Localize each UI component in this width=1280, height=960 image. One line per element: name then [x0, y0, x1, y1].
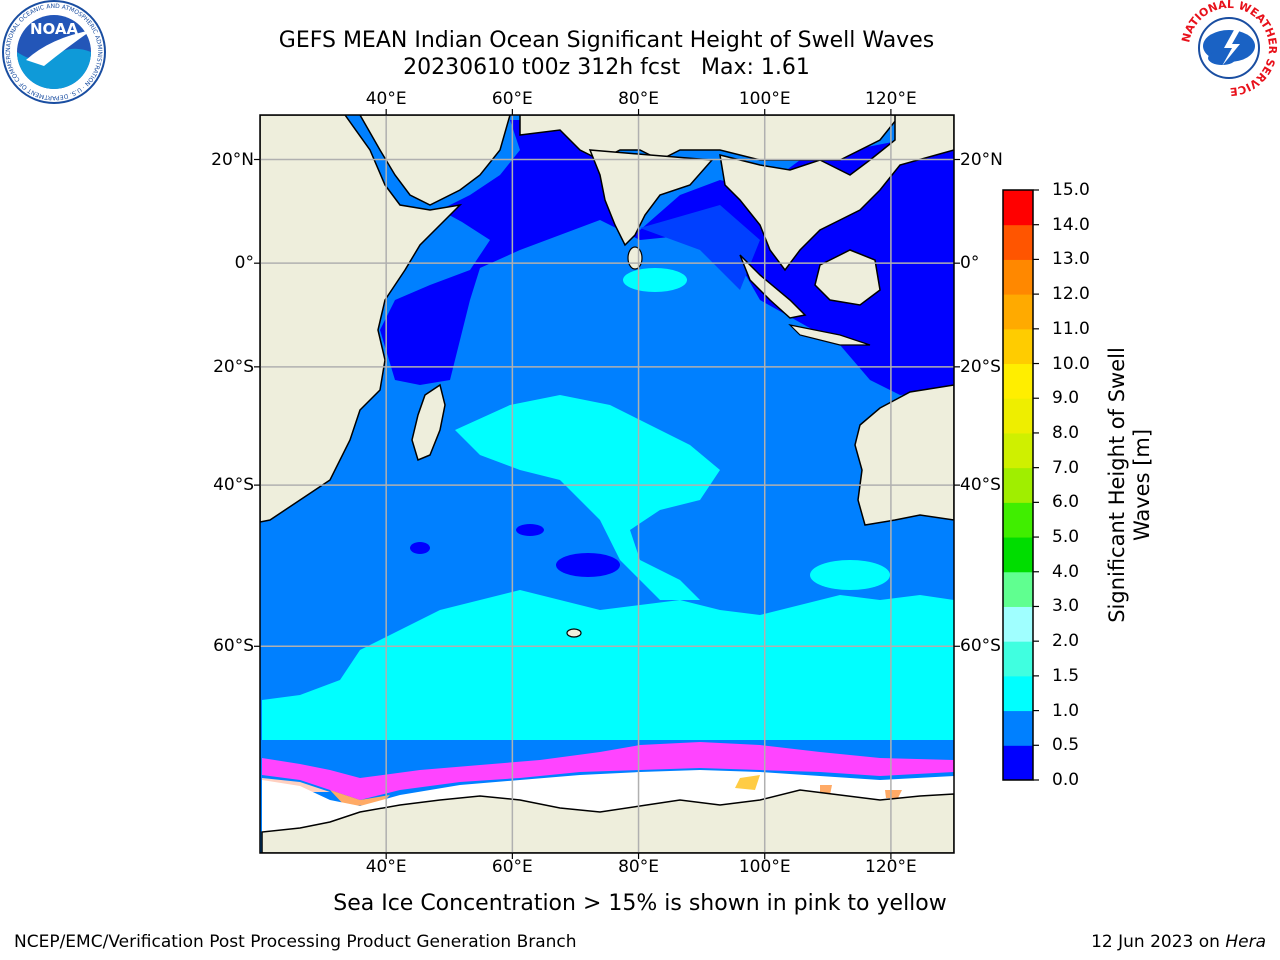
australia-land — [854, 384, 954, 526]
sea-ice-edge — [262, 742, 954, 800]
footer-machine: Hera — [1225, 932, 1266, 952]
colorbar-segment — [1003, 398, 1033, 434]
colorbar-tick-label: 0.0 — [1052, 770, 1080, 790]
colorbar-label-line1: Significant Height of Swell — [1105, 347, 1129, 623]
colorbar-tick-label: 9.0 — [1052, 388, 1080, 409]
footer-date-text: 12 Jun 2023 on — [1091, 932, 1226, 952]
colorbar-segment — [1003, 710, 1033, 746]
lon-label-bottom: 40°E — [365, 857, 407, 877]
graticule — [260, 115, 954, 853]
colorbar-label-line2: Waves [m] — [1130, 428, 1154, 542]
map-title-line1: GEFS MEAN Indian Ocean Significant Heigh… — [278, 28, 935, 53]
colorbar-segment — [1003, 363, 1033, 399]
colorbar-frame — [1002, 189, 1034, 781]
lon-label-bottom: 60°E — [491, 857, 533, 877]
colorbar-segment — [1003, 224, 1033, 260]
colorbar-tick-label: 3.0 — [1052, 596, 1080, 617]
antarctica-land — [261, 789, 954, 853]
colorbar-segment — [1003, 190, 1033, 226]
colorbar-tick-label: 12.0 — [1052, 284, 1090, 305]
lat-label-left: 60°S — [213, 636, 254, 657]
lon-label-bottom: 100°E — [738, 857, 791, 877]
africa-land — [260, 115, 463, 523]
colorbar-tick-label: 8.0 — [1052, 422, 1080, 443]
colorbar-tick-label: 7.0 — [1052, 457, 1080, 478]
lat-label-left: 20°N — [211, 149, 254, 170]
lon-label-top: 100°E — [738, 89, 791, 109]
sea-ice-caption: Sea Ice Concentration > 15% is shown in … — [333, 891, 947, 916]
colorbar-segment — [1003, 502, 1033, 538]
high-swell-zone-central — [455, 395, 720, 600]
colorbar-tick-label: 6.0 — [1052, 492, 1080, 513]
colorbar-segment — [1003, 745, 1033, 781]
lat-label-right: 40°S — [960, 475, 1001, 496]
colorbar-tick-label: 10.0 — [1052, 353, 1090, 374]
colorbar-segment — [1003, 432, 1033, 469]
lon-label-bottom: 120°E — [865, 857, 917, 877]
svg-text:NOAA: NOAA — [30, 20, 79, 38]
lat-label-right: 60°S — [960, 636, 1001, 657]
colorbar — [1002, 189, 1039, 781]
colorbar-segment — [1003, 328, 1033, 365]
lat-label-left: 40°S — [213, 475, 254, 496]
colorbar-segment — [1003, 641, 1033, 677]
colorbar-tick-label: 15.0 — [1052, 180, 1090, 200]
colorbar-tick-label: 11.0 — [1052, 318, 1090, 339]
footer-date: 12 Jun 2023 on Hera — [1091, 932, 1266, 952]
colorbar-segment — [1003, 571, 1033, 607]
colorbar-tick-label: 5.0 — [1052, 527, 1080, 548]
java-land — [788, 324, 871, 346]
colorbar-tick-label: 0.5 — [1052, 735, 1080, 756]
noaa-logo-icon: NATIONAL OCEANIC AND ATMOSPHERIC ADMINIS… — [0, 0, 106, 104]
colorbar-label: Significant Height of Swell Waves [m] — [1105, 347, 1155, 623]
lon-label-top: 80°E — [618, 89, 659, 109]
lon-label-bottom: 80°E — [618, 857, 659, 877]
lat-label-right: 0° — [960, 253, 980, 274]
lat-label-left: 20°S — [213, 356, 254, 377]
nws-logo-icon: NATIONAL WEATHER SERVICE — [1179, 0, 1279, 98]
lon-label-top: 60°E — [491, 89, 533, 109]
lon-label-top: 40°E — [365, 89, 407, 109]
asia-land-north — [519, 115, 901, 161]
colorbar-segment — [1003, 294, 1033, 330]
lat-label-right: 20°S — [960, 356, 1001, 377]
low-swell-patch — [556, 553, 620, 577]
colorbar-segment — [1003, 259, 1033, 295]
colorbar-segment — [1003, 606, 1033, 642]
colorbar-tick-label: 13.0 — [1052, 249, 1090, 270]
lat-label-left: 0° — [234, 253, 254, 274]
lat-label-right: 20°N — [960, 149, 1003, 170]
kerguelen-land — [566, 628, 582, 638]
lon-label-top: 120°E — [865, 89, 917, 109]
colorbar-segment — [1003, 675, 1033, 712]
colorbar-tick-label: 2.0 — [1052, 631, 1080, 652]
colorbar-tick-label: 1.5 — [1052, 665, 1080, 686]
madagascar-land — [411, 383, 446, 462]
colorbar-segment — [1003, 537, 1033, 573]
map-frame — [259, 114, 955, 854]
colorbar-tick-label: 1.0 — [1052, 700, 1080, 721]
sri-lanka-land — [627, 246, 643, 270]
map-title-line2: 20230610 t00z 312h fcst Max: 1.61 — [403, 55, 810, 80]
colorbar-tick-label: 14.0 — [1052, 214, 1090, 235]
footer-branch: NCEP/EMC/Verification Post Processing Pr… — [14, 932, 577, 952]
colorbar-tick-label: 4.0 — [1052, 561, 1080, 582]
colorbar-segment — [1003, 467, 1033, 503]
